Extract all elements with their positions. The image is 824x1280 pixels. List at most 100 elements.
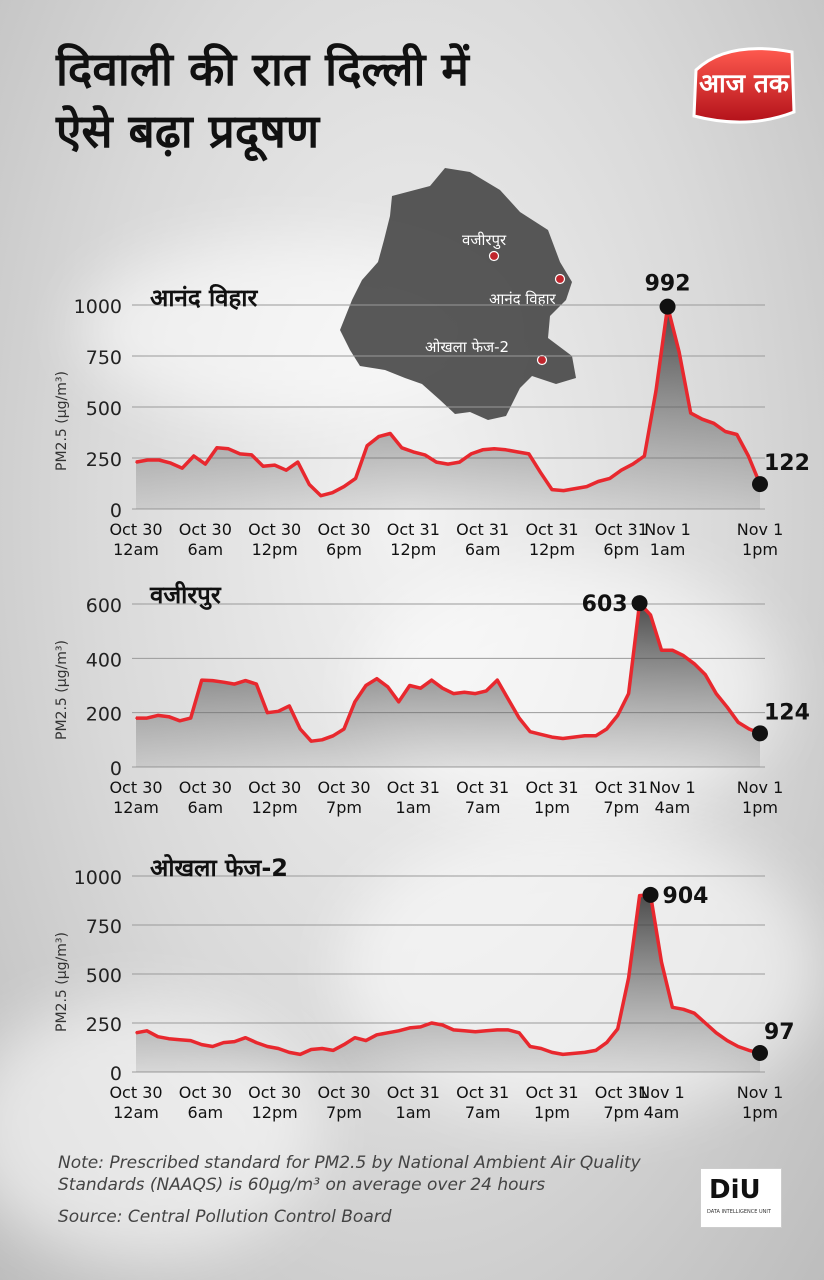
data-point [354, 701, 356, 703]
data-point [671, 1006, 674, 1009]
data-point [266, 1045, 269, 1048]
y-tick-label: 1000 [74, 296, 122, 318]
data-point [474, 692, 477, 695]
data-point [320, 494, 322, 497]
data-point [574, 487, 576, 490]
data-point [244, 1036, 247, 1039]
y-axis-label: PM2.5 (µg/m³) [54, 932, 70, 1032]
data-point [704, 673, 707, 676]
series-area [136, 894, 760, 1072]
data-point [192, 455, 195, 457]
data-point [277, 1047, 280, 1050]
data-point [616, 714, 619, 717]
data-point [266, 711, 269, 714]
data-point [408, 684, 411, 687]
x-tick-label: 1pm [742, 798, 778, 817]
y-tick-label: 200 [86, 704, 122, 726]
data-point [157, 714, 159, 717]
data-point [701, 418, 704, 421]
y-tick-label: 0 [110, 758, 122, 780]
data-point [158, 459, 160, 461]
data-point [518, 717, 520, 719]
x-tick-label: Oct 30 [317, 1083, 370, 1102]
chart-title: ओखला फेज-2 [150, 854, 288, 882]
x-tick-label: 12am [113, 798, 159, 817]
data-point [146, 459, 149, 461]
x-tick-label: Oct 31 [456, 1083, 509, 1102]
data-point [419, 1026, 422, 1028]
annotation-marker [752, 476, 768, 493]
delhi-map: वजीरपुर आनंद विहार ओखला फेज-2 [340, 168, 576, 420]
data-point [562, 737, 564, 740]
x-tick-label: 6pm [603, 540, 639, 559]
data-point [485, 1030, 488, 1032]
y-tick-label: 400 [86, 649, 122, 671]
data-point [573, 1052, 575, 1055]
data-point [255, 683, 258, 685]
data-point [447, 463, 449, 465]
data-point [605, 728, 608, 730]
x-tick-label: 7pm [603, 1103, 639, 1122]
chart-1: 0 250 500 750 1000 PM2.5 (µg/m³) आनंद विहार 992… [54, 272, 810, 559]
data-point [504, 449, 507, 451]
data-point [233, 1040, 236, 1043]
data-point [638, 894, 641, 897]
y-tick-label: 500 [86, 398, 122, 420]
data-point [627, 692, 630, 695]
data-point [507, 698, 510, 700]
diu-logo-subtext: DATA INTELLIGENCE UNIT [707, 1209, 771, 1215]
data-point [726, 1039, 728, 1042]
data-point [715, 692, 718, 695]
data-point [551, 488, 553, 491]
data-point [470, 453, 472, 455]
data-point [400, 447, 403, 449]
data-point [332, 1049, 334, 1052]
x-tick-label: 12pm [252, 1103, 298, 1122]
data-point [551, 1051, 553, 1054]
data-point [296, 461, 299, 463]
data-point [204, 463, 207, 465]
data-point [704, 1022, 707, 1024]
data-point [452, 1029, 455, 1031]
data-point [518, 1032, 520, 1034]
data-point [562, 489, 565, 492]
x-tick-label: Oct 30 [179, 1083, 232, 1102]
data-point [540, 733, 542, 736]
data-point [200, 1043, 203, 1046]
data-point [135, 1032, 137, 1034]
data-point [474, 1031, 477, 1033]
footer-note: Note: Prescribed standard for PM2.5 by N… [58, 1153, 641, 1195]
series-line [136, 601, 761, 743]
annotation-marker [752, 1044, 768, 1061]
x-tick-label: Nov 1 [737, 520, 784, 539]
data-point [386, 1032, 389, 1034]
chart-3: 0 250 500 750 1000 PM2.5 (µg/m³) ओखला फेज-2 904… [54, 854, 795, 1122]
data-point [573, 736, 575, 738]
x-tick-label: Oct 31 [456, 520, 509, 539]
data-point [389, 432, 392, 435]
data-point [562, 1053, 564, 1056]
data-point [412, 451, 415, 453]
x-tick-label: Oct 30 [179, 520, 232, 539]
y-tick-label: 250 [86, 449, 122, 471]
data-point [255, 1041, 258, 1044]
data-point [496, 679, 499, 681]
data-point [430, 1022, 433, 1024]
data-point [594, 734, 597, 737]
chart-title: आनंद विहार [150, 284, 258, 312]
data-point [493, 448, 496, 450]
data-point [463, 691, 466, 694]
data-point [366, 444, 368, 447]
data-point [529, 1045, 531, 1048]
data-point [354, 1036, 356, 1039]
footer: Note: Prescribed standard for PM2.5 by N… [58, 1152, 698, 1228]
data-point [288, 1051, 291, 1054]
x-tick-label: Nov 1 [649, 778, 696, 797]
data-point [262, 465, 264, 467]
data-point [660, 649, 663, 651]
data-point [627, 977, 630, 979]
data-point [169, 462, 172, 464]
series-line [135, 893, 761, 1057]
data-point [458, 461, 461, 463]
x-tick-label: 12pm [252, 798, 298, 817]
